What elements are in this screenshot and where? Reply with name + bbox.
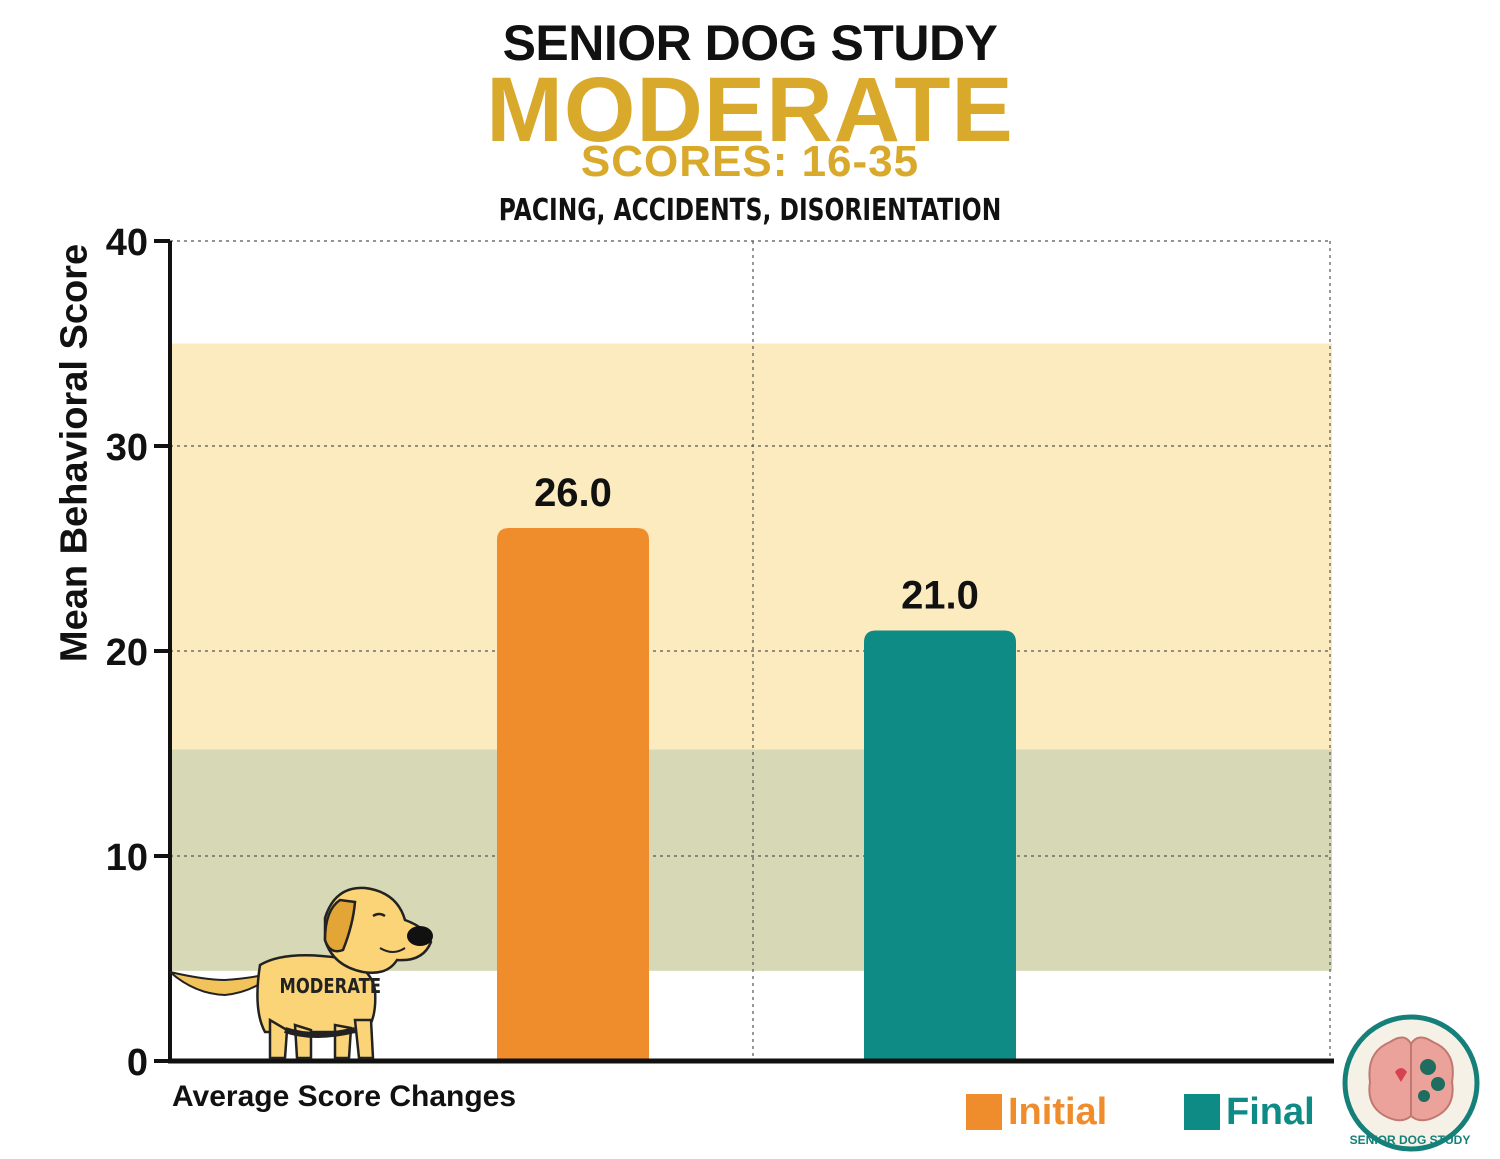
legend-swatch-initial <box>966 1094 1002 1130</box>
grid-lines <box>170 240 1331 1061</box>
score-band-2 <box>170 343 1332 750</box>
bar-final <box>864 630 1016 1061</box>
score-range-subtitle: SCORES: 16-35 <box>580 137 920 186</box>
brain-dog-logo-icon <box>1342 1014 1480 1152</box>
y-tick-label-30: 30 <box>106 427 148 469</box>
legend-item-initial: Initial <box>966 1090 1107 1134</box>
y-tick-label-20: 20 <box>106 632 148 674</box>
severity-level-title: MODERATE <box>486 59 1014 161</box>
legend-item-final: Final <box>1184 1090 1315 1134</box>
x-axis-label: Average Score Changes <box>172 1080 517 1113</box>
y-axis-label-wrap: Mean Behavioral Score <box>52 225 98 680</box>
data-label-final: 21.0 <box>901 574 979 618</box>
legend-label-initial: Initial <box>1008 1090 1108 1133</box>
axes: 0 10 20 30 40 <box>106 222 1334 1084</box>
bar-initial <box>497 528 649 1061</box>
y-axis-label: Mean Behavioral Score <box>53 243 96 662</box>
data-label-initial: 26.0 <box>534 471 612 515</box>
bars: 26.0 21.0 <box>497 471 1016 1061</box>
legend-label-final: Final <box>1226 1090 1315 1133</box>
y-tick-label-0: 0 <box>127 1042 148 1084</box>
y-tick-label-40: 40 <box>106 222 148 264</box>
logo-text: SENIOR DOG STUDY <box>1349 1133 1471 1147</box>
symptoms-subtitle: PACING, ACCIDENTS, DISORIENTATION <box>498 193 1002 228</box>
mascot-badge: MODERATE <box>279 974 382 998</box>
y-tick-label-10: 10 <box>106 837 148 879</box>
golden-dog-icon <box>169 886 433 1060</box>
study-title: SENIOR DOG STUDY <box>502 15 998 71</box>
score-bands <box>170 343 1332 971</box>
legend-swatch-final <box>1184 1094 1220 1130</box>
